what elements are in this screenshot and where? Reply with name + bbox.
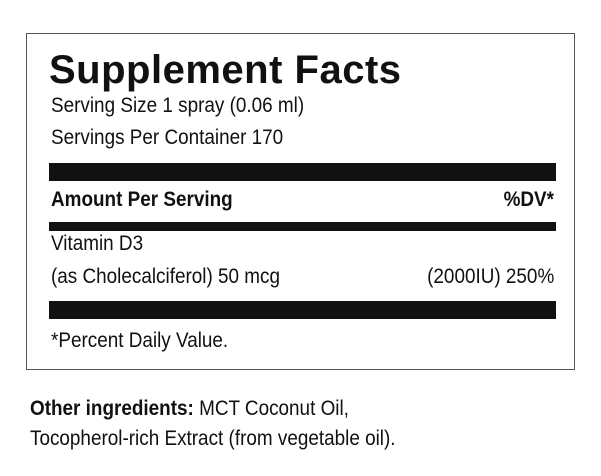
other-ingredients-line-1: Other ingredients: MCT Coconut Oil, xyxy=(30,397,349,421)
amount-per-serving-header: Amount Per Serving xyxy=(51,188,233,211)
other-ingredients-line-2: Tocopherol-rich Extract (from vegetable … xyxy=(30,427,396,450)
panel-title: Supplement Facts xyxy=(49,48,402,92)
thick-divider xyxy=(49,301,556,319)
nutrient-detail: (as Cholecalciferol) 50 mcg xyxy=(51,265,280,288)
supplement-facts-panel: Supplement Facts Serving Size 1 spray (0… xyxy=(26,33,575,370)
nutrient-dv: (2000IU) 250% xyxy=(426,265,554,288)
dv-header: %DV* xyxy=(503,188,554,211)
thick-divider xyxy=(49,163,556,181)
footnote: *Percent Daily Value. xyxy=(51,329,229,352)
serving-size: Serving Size 1 spray (0.06 ml) xyxy=(51,94,305,117)
servings-per-container: Servings Per Container 170 xyxy=(51,126,284,149)
other-ingredients-label: Other ingredients: xyxy=(30,397,194,420)
other-ingredients-text: MCT Coconut Oil, xyxy=(193,397,349,420)
nutrient-name: Vitamin D3 xyxy=(51,232,144,255)
medium-divider xyxy=(49,222,556,231)
